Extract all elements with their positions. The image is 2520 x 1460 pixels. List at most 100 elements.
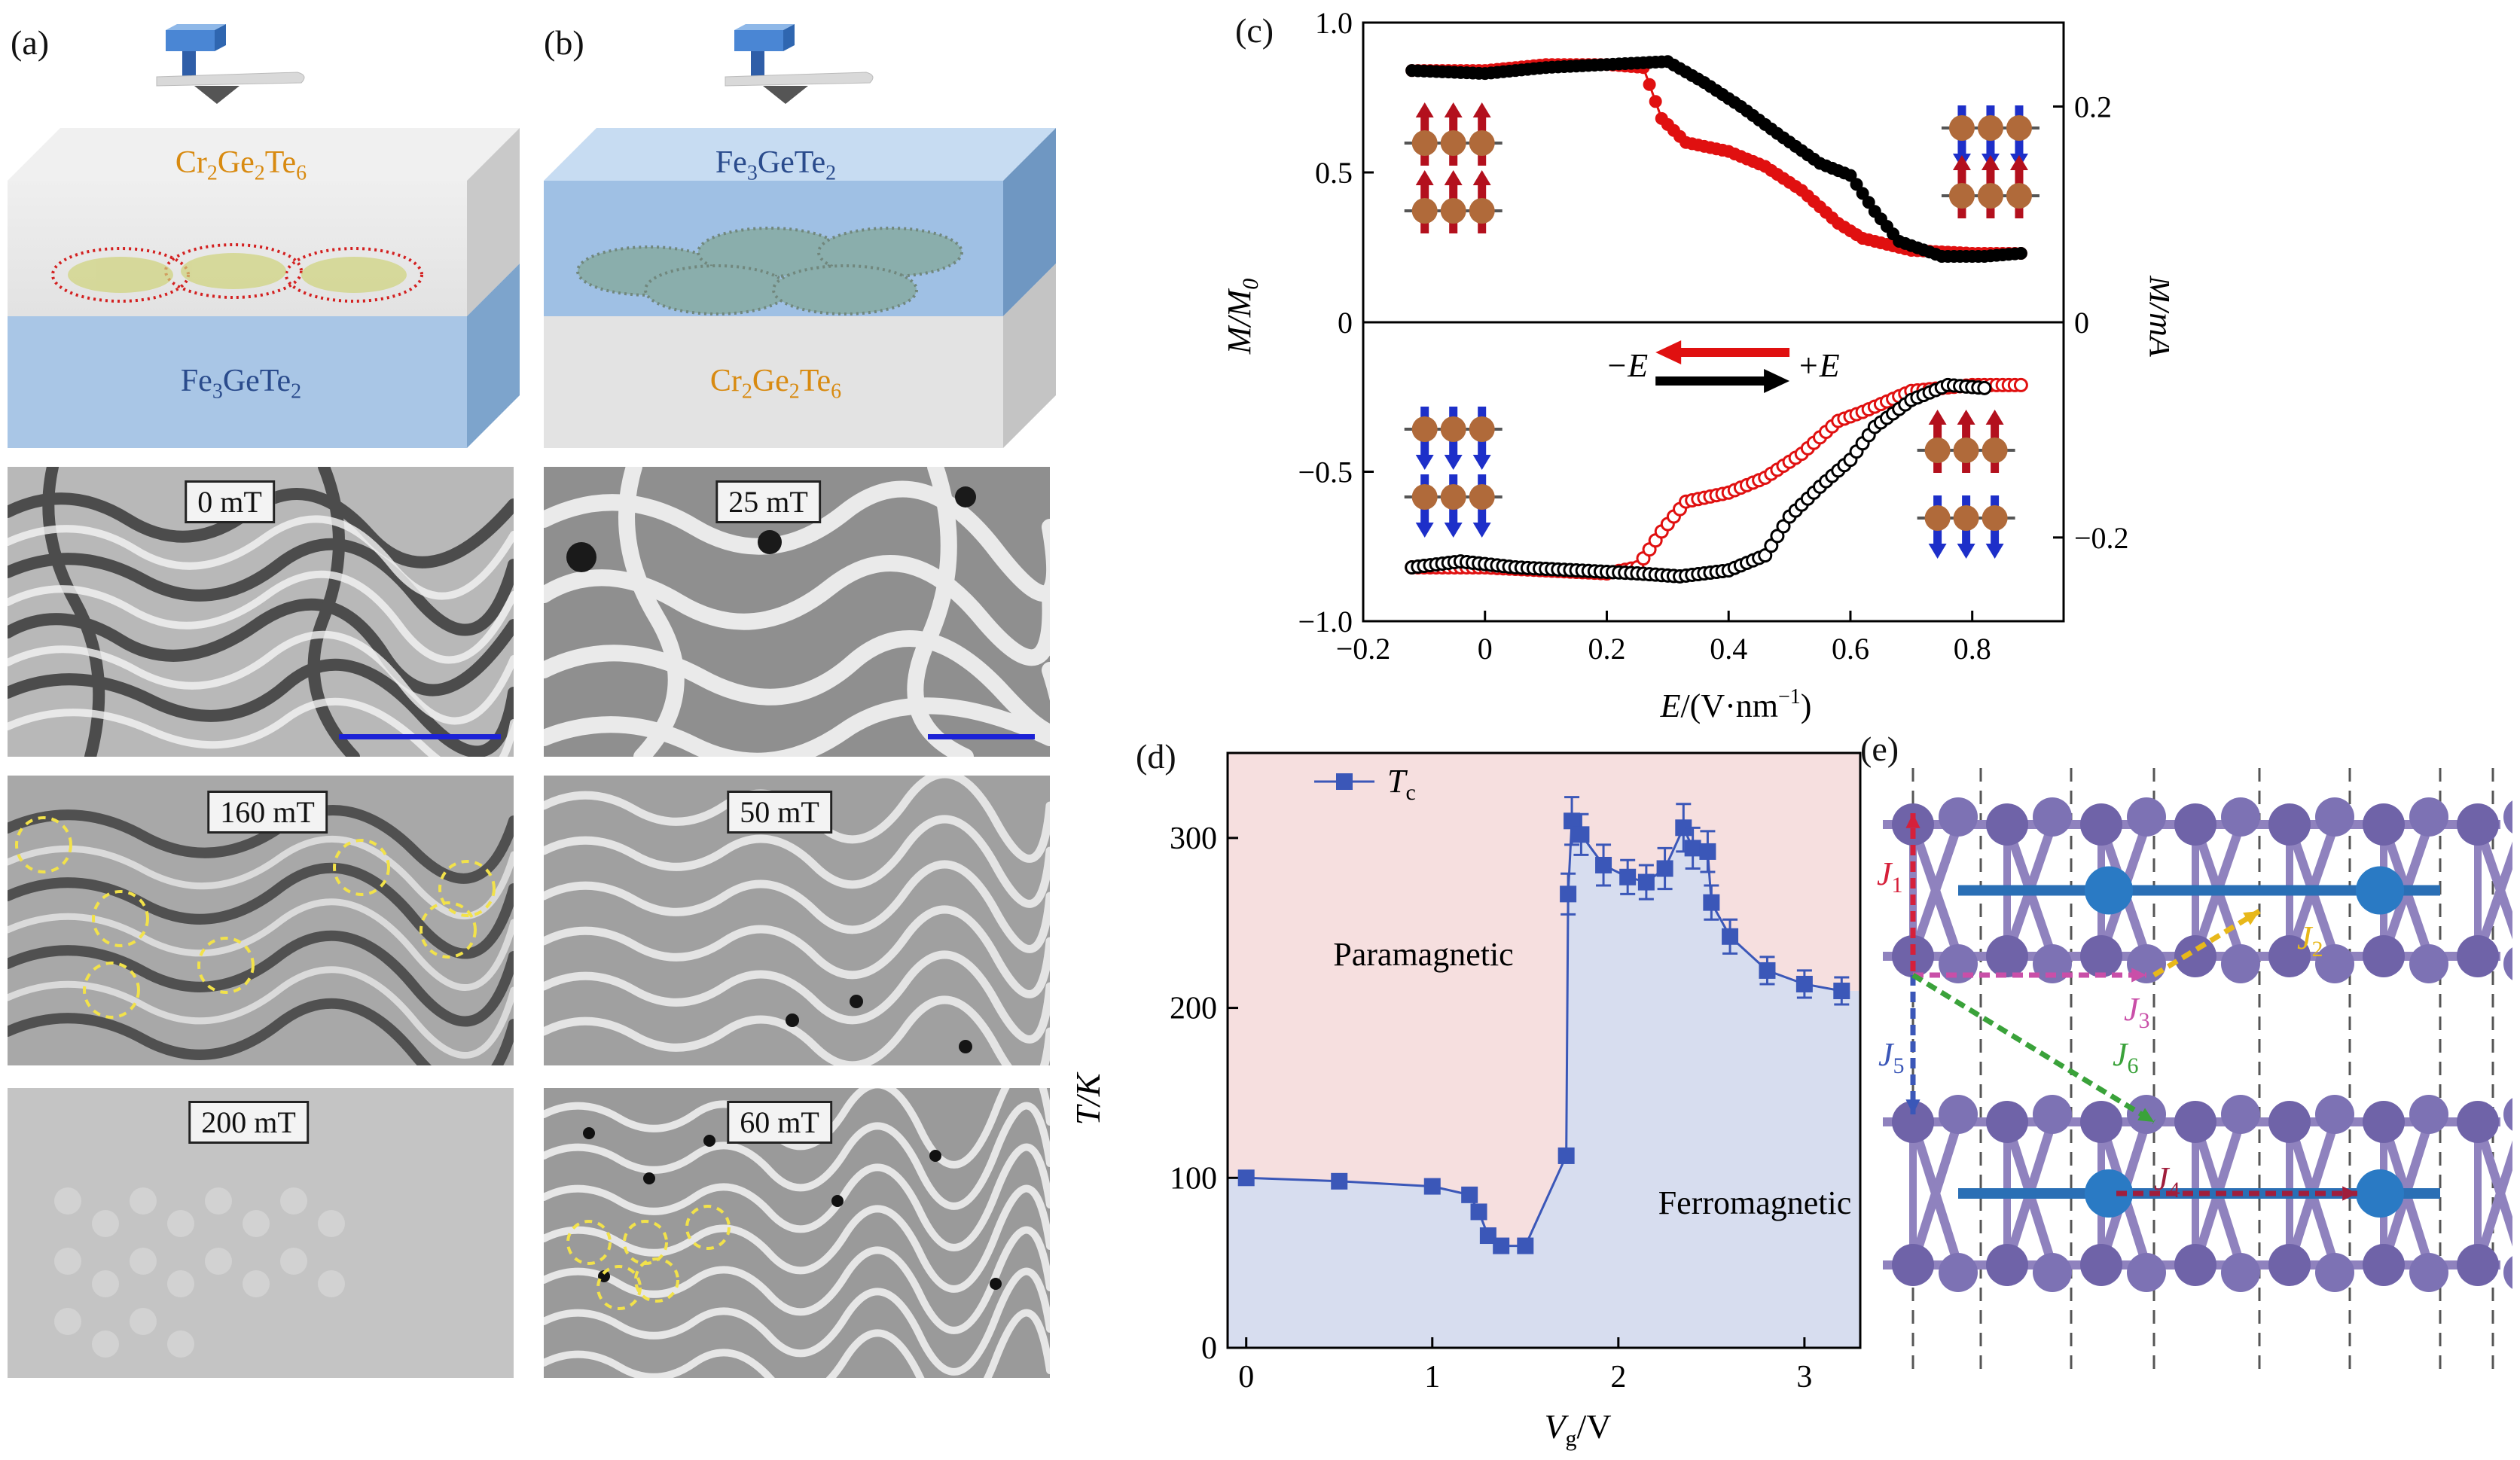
panel-e-letter: (e) xyxy=(1860,730,1899,768)
c-point xyxy=(1649,95,1662,108)
c-point xyxy=(1977,380,1992,395)
c-xtick-label: 0.6 xyxy=(1832,632,1869,666)
e-coupling-label-5: J5 xyxy=(1878,1036,1905,1078)
e-coupling-label-1: J1 xyxy=(1877,855,1903,898)
afm-image-a-2 xyxy=(8,776,514,1065)
c-rtick-label: 0.2 xyxy=(2074,90,2112,123)
d-point xyxy=(1699,843,1716,860)
c-point xyxy=(2014,246,2027,260)
d-xtick-label: 2 xyxy=(1610,1360,1626,1394)
c-spin-icon-down-up xyxy=(1941,105,2039,218)
c-ylabel-right: M/mA xyxy=(2143,275,2169,358)
d-point xyxy=(1795,975,1813,992)
d-point xyxy=(1656,860,1673,877)
d-point xyxy=(1517,1237,1534,1254)
field-label-a-3: 200 mT xyxy=(188,1101,309,1144)
heterostructure-a xyxy=(8,128,520,448)
c-ytick-label: 0 xyxy=(1338,306,1353,340)
panel-b-letter: (b) xyxy=(544,23,584,62)
c-ytick-label: 1.0 xyxy=(1315,6,1353,40)
c-xlabel: E/(V·nm−1) xyxy=(1660,685,1812,724)
c-point xyxy=(2013,377,2028,392)
d-ytick-label: 200 xyxy=(1170,992,1217,1026)
d-point xyxy=(1637,873,1655,891)
d-xtick-label: 1 xyxy=(1424,1360,1440,1394)
scale-bar-a xyxy=(339,734,501,739)
c-ytick-label: −0.5 xyxy=(1298,456,1353,489)
d-region-ferromagnetic xyxy=(1228,821,1860,1348)
d-ylabel: T/K xyxy=(1077,1071,1107,1125)
panel-a-letter: (a) xyxy=(11,23,50,62)
d-legend-marker xyxy=(1336,773,1353,790)
d-region-bottom-label: Ferromagnetic xyxy=(1658,1184,1852,1221)
d-frame xyxy=(1226,751,1862,1349)
e-coupling-label-2: J2 xyxy=(2297,919,2323,962)
c-legend-plus-label: +E xyxy=(1797,347,1840,384)
afm-tip-b-icon xyxy=(725,24,874,104)
d-ytick-label: 100 xyxy=(1170,1161,1217,1196)
field-label-a-1: 0 mT xyxy=(185,480,275,523)
d-point xyxy=(1833,983,1850,999)
d-xlabel: Vg/V xyxy=(1544,1407,1611,1451)
e-arrow-j2 xyxy=(2152,909,2261,977)
panel-c-letter: (c) xyxy=(1235,11,1274,50)
c-ytick-label: 0.5 xyxy=(1315,156,1353,190)
c-xtick-label: 0.2 xyxy=(1588,632,1625,666)
e-coupling-label-3: J3 xyxy=(2124,991,2150,1033)
magnetization-chart: M/M0 M/mA E/(V·nm−1) −0.2 0 0.2 0.4 0.6 0.8 1.… xyxy=(1221,6,2169,724)
d-ytick-label: 0 xyxy=(1201,1331,1217,1366)
c-point xyxy=(1850,178,1863,191)
d-point xyxy=(1595,856,1612,873)
e-coupling-label-6: J6 xyxy=(2113,1036,2139,1078)
c-spin-icon-up-up xyxy=(1404,102,1503,233)
d-point xyxy=(1557,1147,1575,1164)
c-spin-icon-down-down xyxy=(1404,407,1503,538)
field-label-b-2: 50 mT xyxy=(727,791,832,834)
e-layer-bottom xyxy=(1883,1095,2512,1292)
e-layer-top xyxy=(1883,797,2512,983)
afm-image-b-2 xyxy=(544,776,1050,1065)
c-xtick-label: 0.4 xyxy=(1710,632,1747,666)
c-xtick-label: 0.8 xyxy=(1954,632,1991,666)
panel-d-letter: (d) xyxy=(1136,737,1176,776)
d-point xyxy=(1423,1178,1441,1195)
layer-label-a-top: Cr2Ge2Te6 xyxy=(175,145,307,185)
d-point xyxy=(1493,1237,1510,1254)
c-ylabel-left: M/M0 xyxy=(1221,279,1263,355)
d-point xyxy=(1564,812,1581,830)
field-label-a-2: 160 mT xyxy=(207,791,328,834)
d-point xyxy=(1619,868,1637,885)
d-point xyxy=(1331,1172,1348,1190)
c-legend-minus-label: −E xyxy=(1606,347,1649,384)
d-region-top-label: Paramagnetic xyxy=(1333,936,1513,973)
c-rtick-label: 0 xyxy=(2074,306,2089,340)
e-arrow-j1-head xyxy=(1905,813,1921,828)
field-label-b-3: 60 mT xyxy=(727,1101,832,1144)
d-xtick-label: 0 xyxy=(1238,1360,1254,1394)
d-point xyxy=(1675,819,1692,837)
exchange-lattice: J1 J2 J3 J4 J5 J6 xyxy=(1877,768,2512,1370)
d-xtick-label: 3 xyxy=(1796,1360,1812,1394)
e-arrow-j3-head xyxy=(2131,968,2146,983)
e-arrow-j4-head xyxy=(2342,1186,2357,1201)
c-point xyxy=(1844,169,1857,182)
d-point xyxy=(1461,1186,1478,1203)
d-legend-label: Tc xyxy=(1387,763,1416,805)
d-point xyxy=(1759,962,1776,979)
c-legend-arrowhead-minus xyxy=(1655,340,1682,364)
scale-bar-b xyxy=(928,734,1035,739)
d-point xyxy=(1703,894,1720,911)
d-point xyxy=(1237,1169,1255,1187)
afm-image-b-1 xyxy=(544,467,1050,757)
c-rtick-label: −0.2 xyxy=(2074,521,2129,555)
field-label-b-1: 25 mT xyxy=(715,480,821,523)
d-point xyxy=(1470,1203,1487,1221)
e-coupling-label-4: J4 xyxy=(2154,1160,2180,1202)
d-point xyxy=(1573,826,1590,843)
e-arrow-j6-head xyxy=(2137,1108,2154,1122)
d-point xyxy=(1722,928,1739,945)
c-point xyxy=(1856,187,1869,200)
e-arrow-j2-head xyxy=(2243,911,2259,925)
phase-diagram-chart: T/K Vg/V 0 1 2 3 0 100 200 300 Tc Paramagnetic Fer… xyxy=(1077,751,1862,1451)
c-legend-arrowhead-plus xyxy=(1764,369,1790,393)
